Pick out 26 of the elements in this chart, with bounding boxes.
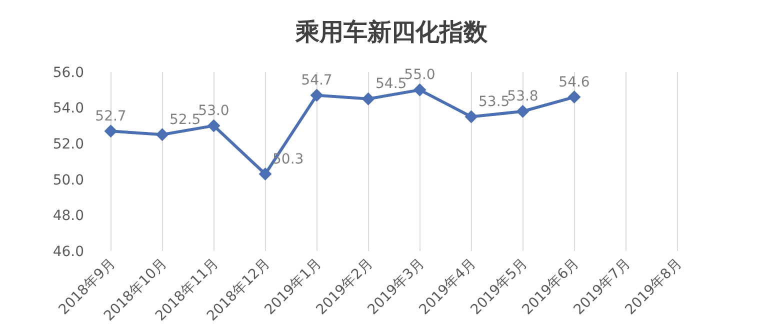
point [568, 90, 581, 104]
point [104, 124, 118, 138]
y-tick-label: 48.0 [52, 208, 84, 224]
data-label: 54.6 [558, 74, 590, 90]
point [516, 104, 530, 118]
y-tick-label: 56.0 [52, 64, 84, 81]
y-tick-label: 54.0 [52, 100, 84, 117]
y-tick-label: 46.0 [52, 244, 84, 260]
data-label: 54.7 [301, 72, 332, 89]
data-label: 53.8 [507, 88, 538, 105]
y-tick-label: 50.0 [52, 172, 84, 188]
point [258, 168, 272, 181]
data-label: 52.7 [95, 108, 126, 124]
point [362, 92, 375, 106]
data-label: 52.5 [170, 112, 201, 128]
point [464, 110, 478, 124]
point [413, 83, 426, 96]
data-label: 55.0 [404, 67, 436, 84]
point [310, 88, 324, 102]
point [156, 128, 169, 142]
point [207, 119, 220, 132]
y-tick-label: 52.0 [52, 136, 84, 152]
data-label: 53.0 [198, 102, 230, 119]
data-label: 53.5 [478, 94, 510, 110]
chart-title: 乘用车新四化指数 [294, 18, 488, 46]
data-label: 54.5 [376, 76, 407, 92]
